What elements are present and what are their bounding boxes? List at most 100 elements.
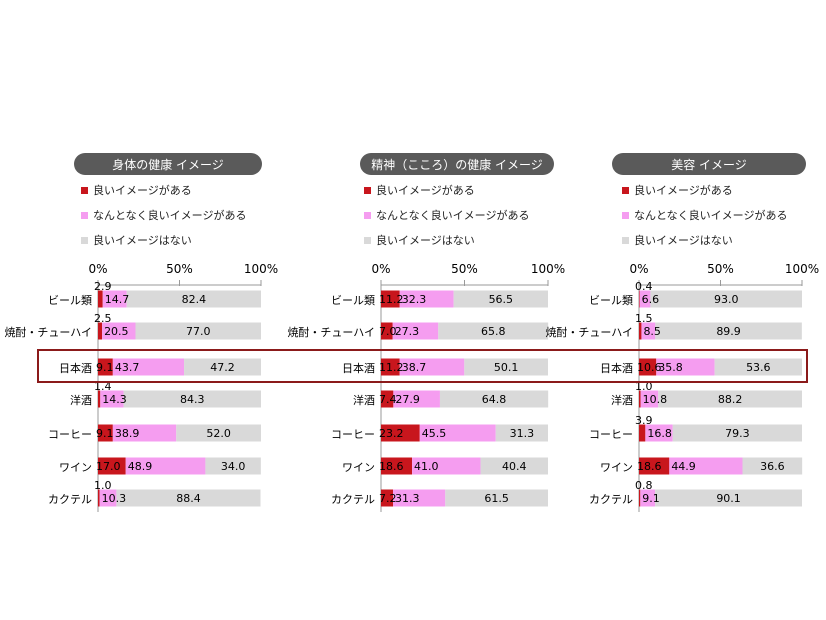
axis-tick-label: 100% [531,262,565,276]
data-label-none: 64.8 [482,393,507,406]
category-label: ワイン [59,461,92,474]
data-label-none: 88.2 [718,393,743,406]
data-label-good: 0.4 [635,280,653,293]
data-label-good: 9.1 [96,361,114,374]
bar-segment-none [655,322,802,340]
legend-swatch-good [364,187,371,194]
bar-segment-none [439,390,549,408]
bar-segment-somewhat [99,489,117,507]
bar-segment-somewhat [399,290,454,308]
bar-segment-somewhat [419,424,496,442]
data-label-somewhat: 38.9 [115,427,140,440]
data-label-none: 89.9 [716,325,741,338]
category-label: ビール類 [331,294,375,307]
data-label-none: 88.4 [176,492,201,505]
legend-label-none: 良いイメージはない [634,233,733,247]
bar-segment-somewhat [102,322,136,340]
bar-segment-none [655,489,802,507]
bar-segment-good [381,290,400,308]
bar-segment-somewhat [656,358,715,376]
bar-segment-none [438,322,549,340]
legend-swatch-none [81,237,88,244]
legend-swatch-somewhat [81,212,88,219]
axis-tick-label: 0% [629,262,648,276]
legend-label-none: 良いイメージはない [376,233,475,247]
legend-label-good: 良いイメージがある [93,183,192,197]
category-label: 洋酒 [611,393,633,407]
category-label: カクテル [48,493,92,506]
data-label-good: 7.2 [379,492,397,505]
bar-segment-good [381,489,394,507]
data-label-good: 17.0 [96,460,121,473]
data-label-none: 50.1 [494,361,519,374]
panel-title-pill [74,153,262,175]
axis-tick-label: 50% [707,262,734,276]
bar-segment-good [639,489,641,507]
category-label: 日本酒 [342,361,375,375]
highlight-box-nihonshu [37,349,808,383]
data-label-somewhat: 16.8 [647,427,672,440]
bar-segment-none [453,290,548,308]
bar-segment-somewhat [639,290,651,308]
data-label-somewhat: 9.1 [642,492,660,505]
legend-swatch-good [622,187,629,194]
chart-panel-2: 精神（こころ）の健康 イメージ良いイメージがあるなんとなく良いイメージがある良い… [287,153,565,512]
data-label-none: 31.3 [510,427,535,440]
bar-segment-good [98,457,126,475]
data-label-somewhat: 44.9 [671,460,696,473]
bar-segment-none [126,290,261,308]
category-label: 洋酒 [353,393,375,407]
data-label-somewhat: 27.3 [395,325,420,338]
data-label-none: 82.4 [182,293,207,306]
bar-segment-somewhat [393,489,446,507]
category-label: コーヒー [589,428,633,441]
category-label: 焼酎・チューハイ [287,325,375,339]
data-label-good: 1.4 [94,380,112,393]
data-label-somewhat: 14.3 [102,393,127,406]
data-label-good: 1.0 [94,479,112,492]
legend-label-somewhat: なんとなく良いイメージがある [376,208,529,222]
data-label-good: 7.0 [379,325,397,338]
legend-label-none: 良いイメージはない [93,233,192,247]
bar-segment-none [116,489,261,507]
category-label: 焼酎・チューハイ [545,325,633,339]
data-label-none: 34.0 [221,460,246,473]
axis-tick-label: 0% [88,262,107,276]
bar-segment-somewhat [640,390,659,408]
category-label: 洋酒 [70,393,92,407]
data-label-good: 1.0 [635,380,653,393]
bar-segment-good [381,424,420,442]
data-label-somewhat: 8.5 [643,325,661,338]
bar-segment-none [480,457,548,475]
data-label-somewhat: 31.3 [395,492,420,505]
data-label-good: 3.9 [635,414,653,427]
data-label-somewhat: 43.7 [115,361,140,374]
data-label-good: 18.6 [379,460,404,473]
data-label-none: 84.3 [180,393,205,406]
category-label: コーヒー [331,428,375,441]
data-label-good: 7.4 [379,393,397,406]
legend-swatch-none [622,237,629,244]
chart-panel-1: 身体の健康 イメージ良いイメージがあるなんとなく良いイメージがある良いイメージは… [4,153,278,512]
category-label: 日本酒 [59,361,92,375]
panel-title: 美容 イメージ [671,157,747,172]
bar-segment-none [714,358,802,376]
data-label-somewhat: 41.0 [414,460,439,473]
bar-segment-good [98,489,100,507]
panel-title: 精神（こころ）の健康 イメージ [371,157,543,172]
bar-segment-good [381,322,393,340]
bar-segment-none [445,489,548,507]
data-label-good: 9.1 [96,427,114,440]
bar-segment-none [176,424,261,442]
bar-segment-none [205,457,261,475]
data-label-somewhat: 32.3 [402,293,427,306]
data-label-somewhat: 6.6 [642,293,660,306]
bar-segment-none [135,322,261,340]
data-label-somewhat: 14.7 [105,293,129,306]
panel-title-pill [612,153,806,175]
legend-label-good: 良いイメージがある [376,183,475,197]
bar-segment-none [658,390,802,408]
